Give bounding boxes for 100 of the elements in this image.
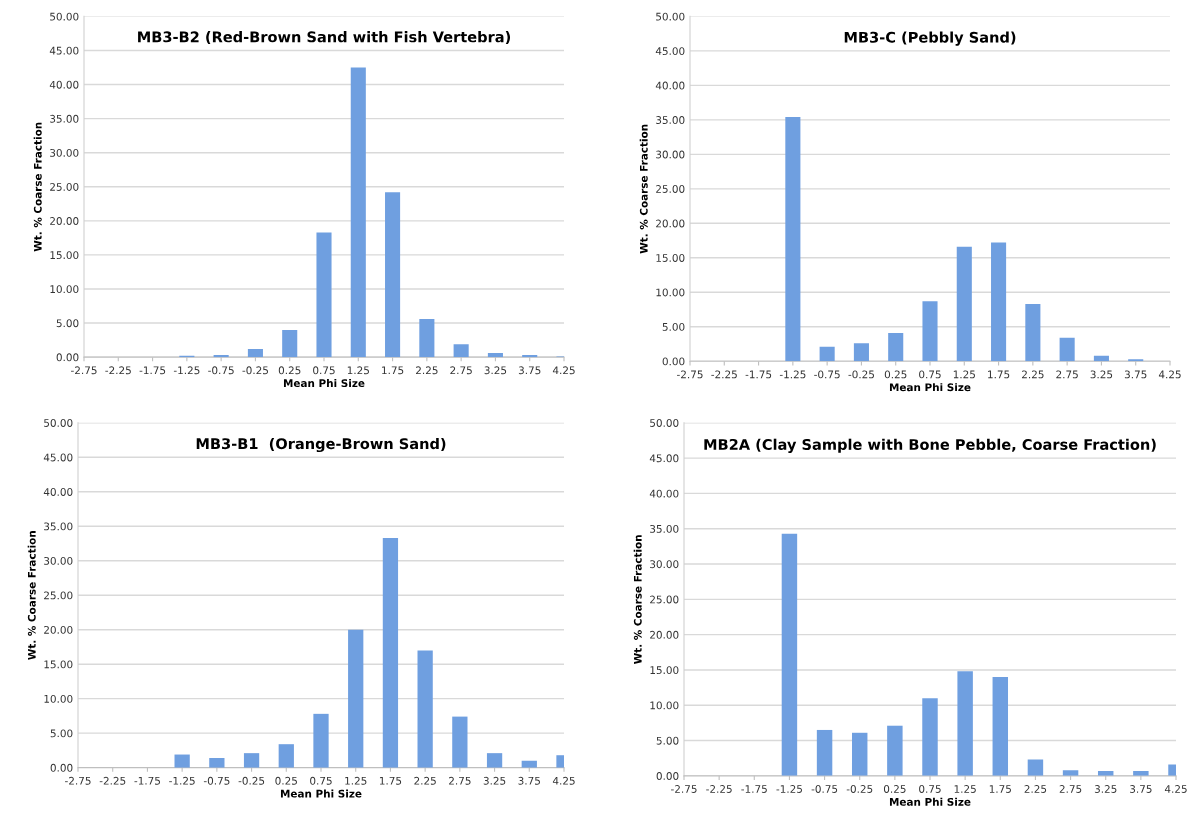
y-tick-label: 50.00 [656, 12, 685, 21]
bar [819, 346, 835, 362]
y-tick-label: 5.00 [662, 322, 685, 331]
bar [316, 232, 332, 358]
y-tick-label: 20.00 [650, 630, 679, 639]
x-tick-label: 2.75 [1056, 370, 1078, 379]
x-tick-label: -2.75 [677, 370, 703, 379]
bar [278, 744, 294, 768]
x-tick-label: -0.75 [814, 370, 840, 379]
bar [452, 716, 468, 768]
y-tick-label: 45.00 [43, 453, 73, 462]
bar [887, 725, 903, 776]
y-axis-title: Wt. % Coarse Fraction [33, 122, 42, 252]
x-tick-label: 1.75 [382, 366, 404, 375]
y-tick-label: 40.00 [655, 81, 685, 90]
x-tick-label: 1.75 [988, 370, 1010, 379]
x-axis-title: Mean Phi Size [283, 379, 365, 388]
x-tick-label: 2.75 [1059, 785, 1082, 793]
y-tick-label: 40.00 [649, 489, 679, 498]
y-tick-label: 10.00 [650, 701, 679, 710]
bar [522, 355, 538, 358]
x-tick-label: -2.25 [99, 776, 126, 785]
y-tick-label: 5.00 [50, 729, 73, 738]
bar [213, 355, 229, 358]
x-tick-label: 1.25 [954, 785, 976, 793]
y-tick-label: 10.00 [656, 288, 685, 297]
bar [453, 344, 469, 358]
x-tick-label: 2.25 [1022, 370, 1044, 379]
bar [348, 629, 364, 768]
x-tick-label: -0.25 [242, 366, 268, 375]
x-tick-label: 1.25 [345, 776, 367, 785]
y-tick-label: 0.00 [50, 763, 73, 772]
bar [888, 332, 904, 362]
x-tick-label: 4.25 [552, 776, 575, 785]
x-axis-title: Mean Phi Size [889, 797, 971, 806]
x-tick-label: 1.25 [347, 366, 369, 375]
x-tick-label: -1.25 [776, 785, 802, 793]
text: MB2A (Clay Sample with Bone Pebble, Coarse Fraction) [704, 438, 1156, 453]
x-tick-label: 0.75 [313, 366, 335, 375]
y-tick-label: 20.00 [656, 219, 685, 228]
x-tick-label: 3.25 [484, 366, 507, 375]
x-tick-label: 2.25 [416, 366, 438, 375]
bar [1093, 355, 1109, 362]
x-axis-title: Mean Phi Size [889, 383, 971, 392]
bar [816, 729, 833, 776]
bar [243, 753, 260, 768]
y-tick-label: 0.00 [656, 772, 679, 780]
y-tick-label: 45.00 [49, 46, 79, 55]
bar [991, 242, 1007, 362]
y-tick-label: 5.00 [656, 736, 679, 745]
x-tick-label: -2.25 [711, 370, 737, 379]
y-tick-label: 10.00 [50, 285, 79, 294]
x-tick-label: 0.25 [884, 370, 907, 379]
x-tick-label: -1.25 [169, 776, 195, 785]
y-tick-label: 15.00 [656, 254, 685, 262]
y-tick-label: 5.00 [56, 319, 79, 328]
bar [851, 732, 868, 776]
x-tick-label: 1.75 [989, 785, 1011, 793]
x-tick-label: 3.75 [518, 776, 540, 785]
text: MB3-C (Pebbly Sand) [844, 31, 1016, 46]
bar [922, 301, 938, 362]
x-tick-label: -1.75 [741, 785, 767, 793]
x-tick-label: 1.75 [379, 776, 402, 785]
x-tick-label: 1.25 [953, 370, 975, 379]
y-tick-label: 20.00 [50, 217, 79, 225]
bar [385, 192, 401, 358]
bar [282, 329, 298, 358]
x-tick-label: 2.75 [450, 366, 472, 375]
bar [174, 754, 190, 768]
x-tick-label: -2.75 [671, 785, 697, 793]
bar [922, 698, 938, 776]
x-tick-label: -2.25 [105, 366, 131, 375]
y-tick-label: 45.00 [655, 47, 685, 56]
y-tick-label: 0.00 [56, 353, 79, 362]
x-tick-label: 0.25 [883, 785, 906, 793]
y-tick-label: 50.00 [44, 419, 73, 427]
x-tick-label: -2.25 [706, 785, 732, 793]
x-tick-label: 0.75 [310, 776, 332, 785]
y-tick-label: 15.00 [44, 660, 73, 669]
y-axis-title: Wt. % Coarse Fraction [633, 535, 642, 664]
y-tick-label: 35.00 [656, 116, 685, 124]
x-axis-title: Mean Phi Size [280, 789, 362, 798]
x-tick-label: 2.25 [1024, 785, 1047, 793]
x-tick-label: -0.25 [238, 776, 265, 785]
y-axis-title: Wt. % Coarse Fraction [27, 531, 36, 660]
y-tick-label: 35.00 [50, 114, 79, 123]
y-tick-label: 15.00 [650, 666, 679, 675]
x-tick-label: -1.25 [779, 370, 806, 379]
x-tick-label: -2.75 [65, 776, 91, 785]
bar [1128, 359, 1144, 362]
x-tick-label: 0.75 [919, 370, 941, 379]
y-tick-label: 40.00 [49, 80, 79, 89]
y-tick-label: 25.00 [44, 591, 73, 600]
bar [313, 713, 329, 768]
x-tick-label: -0.75 [208, 366, 234, 375]
y-tick-label: 0.00 [662, 357, 685, 366]
y-tick-label: 35.00 [44, 522, 73, 531]
x-tick-label: 3.75 [1130, 785, 1152, 793]
y-tick-label: 50.00 [650, 419, 679, 427]
x-tick-label: 0.75 [919, 785, 941, 793]
